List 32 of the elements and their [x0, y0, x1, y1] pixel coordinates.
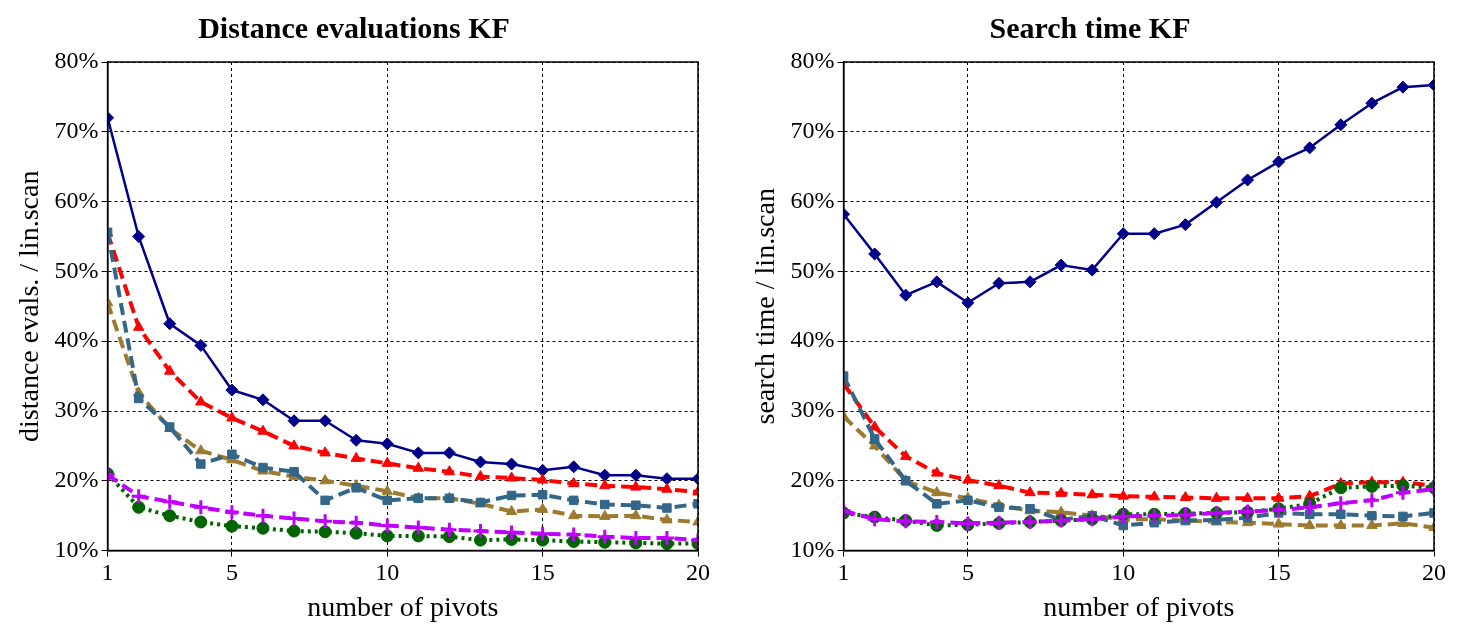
y-tick-label: 70% [54, 117, 99, 144]
x-tick-label: 15 [1266, 559, 1291, 586]
x-tick-label: 20 [686, 559, 710, 586]
y-tick-label: 40% [54, 326, 99, 353]
x-tick-label: 20 [1422, 559, 1446, 586]
y-tick-label: 20% [790, 466, 835, 493]
y-tick-label: 10% [790, 535, 835, 562]
y-tick-label: 20% [54, 466, 99, 493]
y-tick-label: 30% [790, 396, 835, 423]
chart-title: Distance evaluations KF [198, 10, 510, 44]
x-tick-label: 10 [375, 559, 400, 586]
y-tick-label: 40% [790, 326, 835, 353]
x-tick-label: 1 [837, 559, 850, 586]
y-tick-label: 30% [54, 396, 99, 423]
y-tick-label: 70% [790, 117, 835, 144]
y-tick-label: 50% [54, 256, 99, 283]
x-tick-label: 5 [961, 559, 974, 586]
y-tick-label: 50% [790, 256, 835, 283]
x-tick-label: 1 [101, 559, 114, 586]
x-tick-label: 15 [530, 559, 555, 586]
y-axis-title: search time / lin.scan [749, 188, 781, 425]
x-tick-label: 10 [1111, 559, 1136, 586]
x-axis-title: number of pivots [307, 590, 499, 622]
y-tick-label: 80% [54, 47, 99, 74]
y-axis-title: distance evals. / lin.scan [13, 170, 45, 442]
chart-title: Search time KF [989, 10, 1191, 44]
y-tick-label: 80% [790, 47, 835, 74]
x-axis-title: number of pivots [1043, 590, 1235, 622]
y-tick-label: 60% [54, 186, 99, 213]
x-tick-label: 5 [225, 559, 238, 586]
y-tick-label: 10% [54, 535, 99, 562]
y-tick-label: 60% [790, 186, 835, 213]
